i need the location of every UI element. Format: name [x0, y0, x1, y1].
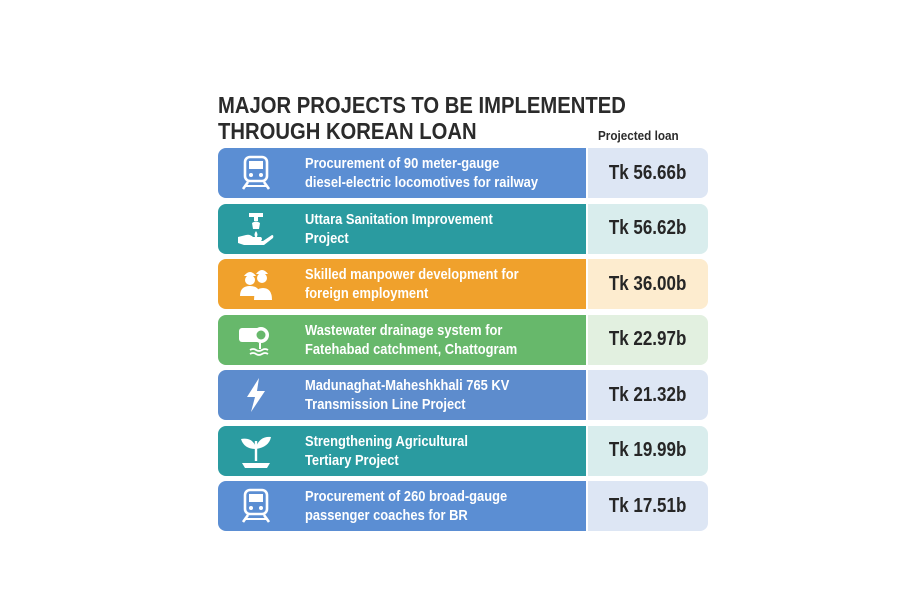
project-description-cell: Madunaghat-Maheshkhali 765 KV Transmissio… [294, 370, 586, 420]
workers-icon [218, 259, 294, 309]
column-header-projected-loan: Projected loan [598, 128, 679, 143]
project-description-line: Skilled manpower development for [305, 266, 519, 283]
project-description-line: Uttara Sanitation Improvement [305, 210, 493, 228]
project-description: Skilled manpower development for foreign … [305, 265, 547, 303]
project-description-line: Wastewater drainage system for [305, 321, 503, 339]
project-description: Procurement of 90 meter-gauge diesel-elec… [305, 154, 547, 192]
project-description-line: Procurement of 90 meter-gauge [305, 155, 500, 172]
project-description: Madunaghat-Maheshkhali 765 KV Transmissio… [305, 376, 547, 414]
projected-loan-cell: Tk 22.97b [588, 314, 708, 365]
project-row: Procurement of 260 broad-gauge passenger … [218, 481, 708, 531]
title-line-1: MAJOR PROJECTS TO BE IMPLEMENTED [218, 92, 626, 118]
projected-loan-value: Tk 36.00b [609, 272, 687, 295]
sanitation-hands-icon [218, 203, 294, 254]
project-description-cell: Uttara Sanitation Improvement Project [294, 203, 586, 254]
project-description-line: Madunaghat-Maheshkhali 765 KV [305, 377, 510, 394]
projected-loan-value: Tk 56.66b [609, 161, 687, 184]
chart-title: MAJOR PROJECTS TO BE IMPLEMENTED THROUGH… [218, 92, 626, 144]
project-description-line: Strengthening Agricultural [305, 432, 468, 450]
project-description-line: Procurement of 260 broad-gauge [305, 488, 508, 505]
project-description-cell: Procurement of 260 broad-gauge passenger … [294, 481, 586, 531]
project-row: Madunaghat-Maheshkhali 765 KV Transmissio… [218, 370, 708, 420]
projected-loan-value: Tk 56.62b [609, 217, 687, 239]
projected-loan-cell: Tk 56.62b [588, 203, 708, 254]
train-icon [218, 148, 294, 198]
project-description-line: Project [305, 229, 349, 247]
drain-pipe-icon [218, 314, 294, 365]
project-description: Wastewater drainage system for Fatehabad … [305, 321, 547, 359]
project-row: Skilled manpower development for foreign … [218, 259, 708, 309]
project-description: Uttara Sanitation Improvement Project [305, 210, 547, 248]
project-description-line: diesel-electric locomotives for railway [305, 174, 539, 191]
lightning-icon [218, 370, 294, 420]
project-row: Strengthening Agricultural Tertiary Proje… [218, 425, 708, 476]
project-description: Procurement of 260 broad-gauge passenger … [305, 487, 547, 525]
title-line-2: THROUGH KOREAN LOAN [218, 118, 477, 144]
projected-loan-value: Tk 21.32b [609, 383, 687, 406]
project-description-line: Transmission Line Project [305, 396, 466, 413]
project-row: Wastewater drainage system for Fatehabad … [218, 314, 708, 365]
project-row: Procurement of 90 meter-gauge diesel-elec… [218, 148, 708, 198]
project-description: Strengthening Agricultural Tertiary Proje… [305, 432, 547, 470]
project-description-line: Fatehabad catchment, Chattogram [305, 340, 518, 358]
train-icon [218, 481, 294, 531]
projected-loan-cell: Tk 56.66b [588, 148, 708, 198]
projected-loan-value: Tk 19.99b [609, 439, 687, 461]
project-description-cell: Wastewater drainage system for Fatehabad … [294, 314, 586, 365]
project-description-cell: Strengthening Agricultural Tertiary Proje… [294, 425, 586, 476]
project-description-cell: Procurement of 90 meter-gauge diesel-elec… [294, 148, 586, 198]
projected-loan-cell: Tk 17.51b [588, 481, 708, 531]
projected-loan-value: Tk 17.51b [609, 494, 687, 517]
project-description-cell: Skilled manpower development for foreign … [294, 259, 586, 309]
project-row: Uttara Sanitation Improvement Project Tk 5… [218, 203, 708, 254]
projected-loan-cell: Tk 21.32b [588, 370, 708, 420]
projected-loan-cell: Tk 19.99b [588, 425, 708, 476]
project-description-line: passenger coaches for BR [305, 507, 468, 524]
plant-icon [218, 425, 294, 476]
project-description-line: foreign employment [305, 285, 429, 302]
projected-loan-cell: Tk 36.00b [588, 259, 708, 309]
projected-loan-value: Tk 22.97b [609, 328, 687, 350]
project-description-line: Tertiary Project [305, 451, 399, 469]
